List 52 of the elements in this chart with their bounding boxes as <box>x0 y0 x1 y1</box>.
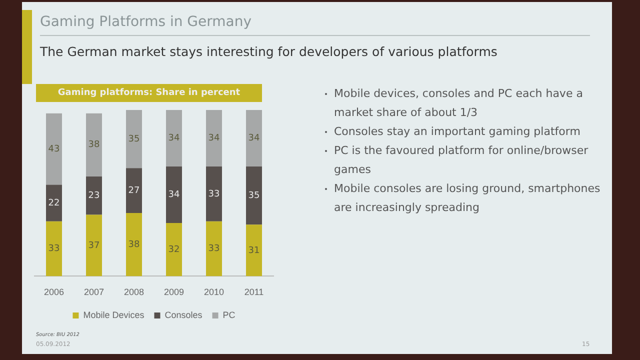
bar <box>166 110 182 167</box>
text: Consoles stay an important gaming platform <box>334 124 582 140</box>
text: Mobile consoles are losing ground, smartphones are increasingly spreading <box>334 181 602 216</box>
data-label: 35 <box>248 190 260 201</box>
data-label: 43 <box>48 144 60 154</box>
bar <box>46 184 62 222</box>
data-label: 35 <box>128 134 140 144</box>
chart-subtitle: The German market stays interesting for developers of various platforms <box>40 44 498 59</box>
bar <box>126 168 142 214</box>
data-label: 34 <box>168 134 180 144</box>
x-tick-label: 2008 <box>124 287 144 298</box>
x-tick-label: 2007 <box>84 287 104 298</box>
data-label: 32 <box>168 244 180 255</box>
x-tick-label: 2011 <box>244 287 264 298</box>
data-label: 34 <box>168 190 180 200</box>
data-label: 38 <box>88 140 100 150</box>
bar <box>246 224 262 276</box>
bar <box>206 221 222 276</box>
legend-label: PC <box>222 310 236 320</box>
bar <box>206 110 222 167</box>
legend-label: Mobile Devices <box>83 310 145 320</box>
bar <box>86 214 102 276</box>
data-label: 37 <box>88 240 100 251</box>
bar <box>126 213 142 276</box>
text: PC is the favoured platform for online/browser games <box>334 143 590 178</box>
bar <box>86 176 102 215</box>
bar <box>46 113 62 185</box>
data-label: 22 <box>48 198 60 208</box>
data-label: 38 <box>128 240 140 250</box>
x-tick-label: 2009 <box>164 287 184 298</box>
legend-label: Consoles <box>164 310 203 320</box>
data-label: 33 <box>208 244 220 254</box>
bar <box>206 166 222 222</box>
data-label: 23 <box>88 190 100 201</box>
data-label: 27 <box>128 186 140 196</box>
text: Gaming platforms: Share in percent <box>36 84 262 102</box>
bar <box>126 110 142 168</box>
text: Mobile devices, consoles and PC each have a market share of about 1/3 <box>334 86 584 121</box>
chart-title: Gaming Platforms in Germany <box>40 14 252 30</box>
bar <box>86 113 102 176</box>
bar <box>166 223 182 276</box>
data-label: 31 <box>248 246 260 256</box>
data-label: 34 <box>248 134 260 144</box>
bar <box>246 110 262 167</box>
bar <box>166 166 182 224</box>
data-label: 33 <box>208 189 220 200</box>
bar <box>246 166 262 225</box>
data-label: 33 <box>48 244 60 254</box>
bar <box>46 221 62 276</box>
x-tick-label: 2006 <box>44 287 64 298</box>
x-tick-label: 2010 <box>204 287 224 298</box>
data-label: 34 <box>208 134 220 144</box>
